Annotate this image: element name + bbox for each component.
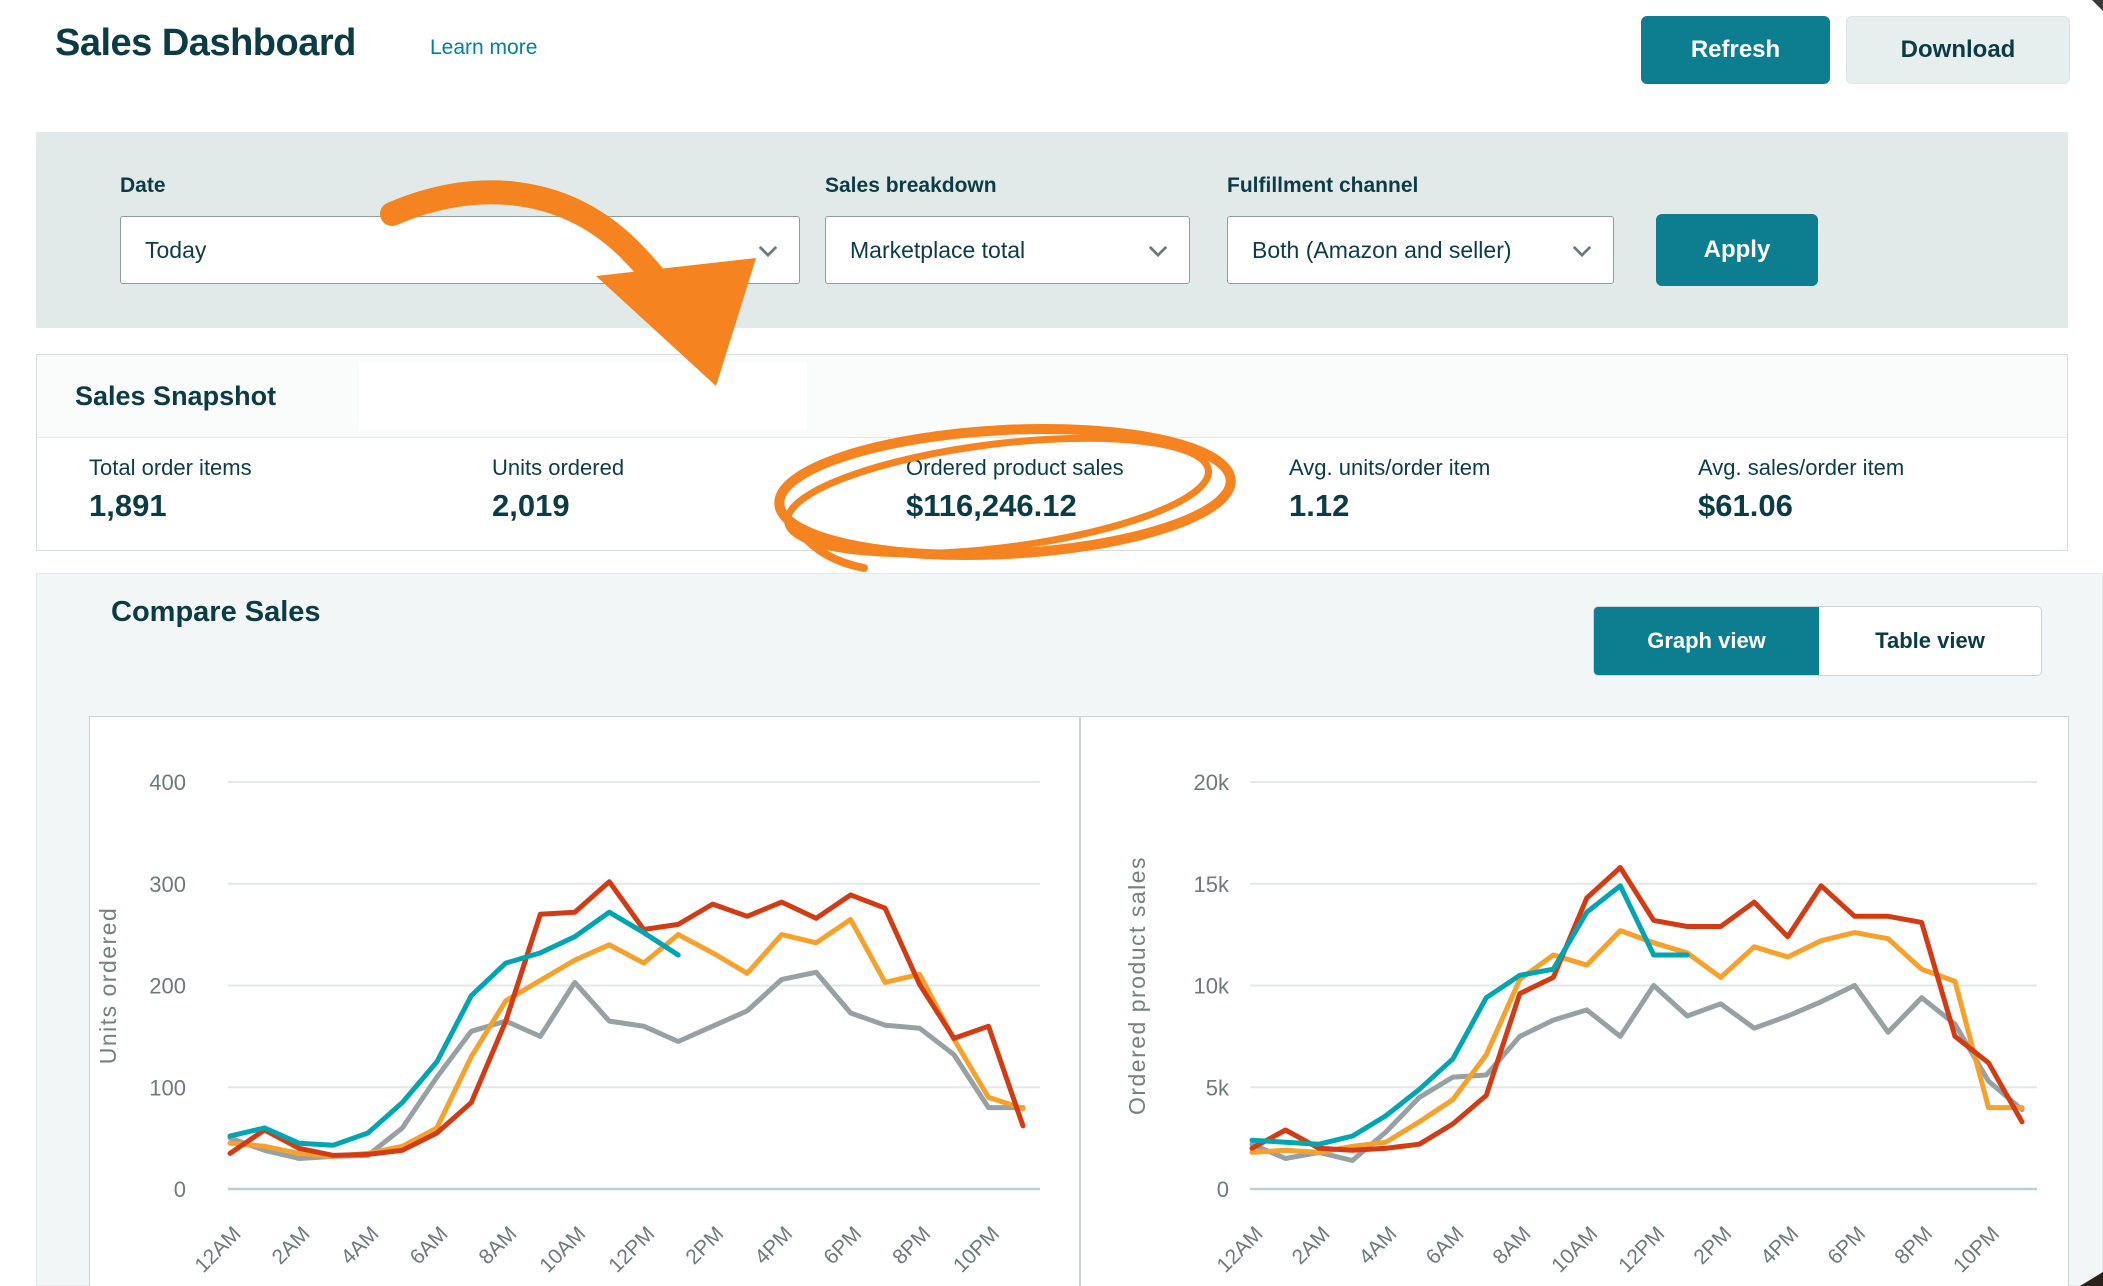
svg-text:2PM: 2PM	[1689, 1222, 1736, 1269]
svg-text:2AM: 2AM	[1288, 1222, 1335, 1269]
stat-value: 1,891	[89, 488, 167, 523]
stat-label: Avg. units/order item	[1289, 455, 1491, 480]
svg-text:6AM: 6AM	[1422, 1222, 1469, 1269]
svg-text:8PM: 8PM	[1890, 1222, 1937, 1269]
fulfillment-channel-value: Both (Amazon and seller)	[1252, 236, 1512, 263]
chevron-down-icon	[1147, 237, 1169, 264]
units-ordered-chart-card: 0 100 200 300 400 Units ordered 12AM 2AM 4AM 6AM 8…	[89, 716, 1080, 1286]
svg-text:6AM: 6AM	[406, 1222, 453, 1269]
svg-text:10k: 10k	[1194, 974, 1230, 999]
stat-value: 1.12	[1289, 488, 1350, 523]
svg-text:4PM: 4PM	[1756, 1222, 1803, 1269]
svg-text:300: 300	[149, 872, 186, 897]
learn-more-link[interactable]: Learn more	[430, 36, 538, 59]
fulfillment-channel-select[interactable]: Both (Amazon and seller)	[1227, 216, 1614, 284]
sales-breakdown-value: Marketplace total	[850, 236, 1026, 263]
svg-text:5k: 5k	[1206, 1075, 1230, 1100]
stat-units-ordered: Units ordered 2,019	[492, 455, 624, 524]
svg-text:8AM: 8AM	[475, 1222, 522, 1269]
compare-sales-title: Compare Sales	[111, 596, 321, 628]
svg-text:0: 0	[174, 1177, 186, 1202]
apply-button[interactable]: Apply	[1656, 214, 1818, 286]
svg-text:400: 400	[149, 770, 186, 795]
svg-text:Ordered product sales: Ordered product sales	[1124, 856, 1150, 1115]
screen-corner-artifact	[2092, 0, 2103, 11]
svg-text:8AM: 8AM	[1489, 1222, 1536, 1269]
stat-value: $61.06	[1698, 488, 1793, 523]
units-ordered-chart: 0 100 200 300 400 Units ordered 12AM 2AM 4AM 6AM 8…	[95, 770, 1040, 1277]
svg-text:12AM: 12AM	[1212, 1222, 1267, 1277]
svg-text:2AM: 2AM	[268, 1222, 315, 1269]
date-select-value: Today	[145, 236, 207, 263]
svg-text:12AM: 12AM	[190, 1222, 245, 1277]
svg-text:100: 100	[149, 1075, 186, 1100]
stat-label: Total order items	[89, 455, 252, 480]
view-toggle: Graph view Table view	[1593, 606, 2042, 676]
svg-text:10AM: 10AM	[535, 1222, 590, 1277]
svg-text:8PM: 8PM	[888, 1222, 935, 1269]
svg-text:10AM: 10AM	[1547, 1222, 1602, 1277]
compare-sales-section: Compare Sales Graph view Table view 0 100…	[36, 573, 2103, 1286]
chevron-down-icon	[757, 237, 779, 264]
stat-total-order-items: Total order items 1,891	[89, 455, 252, 524]
svg-text:200: 200	[149, 974, 186, 999]
svg-text:10PM: 10PM	[1949, 1222, 2004, 1277]
sales-breakdown-label: Sales breakdown	[825, 174, 997, 197]
refresh-button[interactable]: Refresh	[1641, 16, 1830, 84]
svg-text:4AM: 4AM	[337, 1222, 384, 1269]
ordered-product-sales-chart-card: 0 5k 10k 15k 20k Ordered product sales 12AM 2AM…	[1080, 716, 2069, 1286]
svg-text:15k: 15k	[1194, 872, 1230, 897]
svg-text:4AM: 4AM	[1355, 1222, 1402, 1269]
svg-text:12PM: 12PM	[1614, 1222, 1669, 1277]
stat-value: 2,019	[492, 488, 570, 523]
svg-text:6PM: 6PM	[1823, 1222, 1870, 1269]
page-title: Sales Dashboard	[55, 22, 356, 64]
date-filter-label: Date	[120, 174, 166, 197]
stat-value: $116,246.12	[906, 488, 1077, 523]
sales-snapshot-title: Sales Snapshot	[75, 381, 277, 411]
stat-avg-sales-per-order-item: Avg. sales/order item $61.06	[1698, 455, 1904, 524]
svg-text:12PM: 12PM	[604, 1222, 659, 1277]
sales-snapshot-header: Sales Snapshot	[37, 355, 2067, 438]
date-select[interactable]: Today	[120, 216, 800, 284]
stat-label: Avg. sales/order item	[1698, 455, 1905, 480]
svg-text:10PM: 10PM	[949, 1222, 1004, 1277]
sales-snapshot-panel: Sales Snapshot Total order items 1,891 U…	[36, 354, 2068, 551]
stat-label: Ordered product sales	[906, 455, 1124, 480]
fulfillment-channel-label: Fulfillment channel	[1227, 174, 1419, 197]
stat-ordered-product-sales: Ordered product sales $116,246.12	[906, 455, 1124, 524]
stat-avg-units-per-order-item: Avg. units/order item 1.12	[1289, 455, 1490, 524]
chevron-down-icon	[1571, 237, 1593, 264]
redacted-area	[359, 362, 807, 430]
svg-text:2PM: 2PM	[681, 1222, 728, 1269]
filter-bar: Date Today Sales breakdown Marketplace t…	[36, 132, 2068, 328]
graph-view-tab[interactable]: Graph view	[1594, 607, 1819, 675]
sales-breakdown-select[interactable]: Marketplace total	[825, 216, 1190, 284]
svg-text:0: 0	[1217, 1177, 1229, 1202]
stat-label: Units ordered	[492, 455, 625, 480]
svg-text:4PM: 4PM	[750, 1222, 797, 1269]
svg-text:Units ordered: Units ordered	[95, 907, 121, 1065]
svg-text:20k: 20k	[1194, 770, 1230, 795]
svg-text:6PM: 6PM	[819, 1222, 866, 1269]
table-view-tab[interactable]: Table view	[1819, 607, 2041, 675]
ordered-product-sales-chart: 0 5k 10k 15k 20k Ordered product sales 12AM 2AM…	[1124, 770, 2037, 1277]
download-button[interactable]: Download	[1846, 16, 2070, 84]
